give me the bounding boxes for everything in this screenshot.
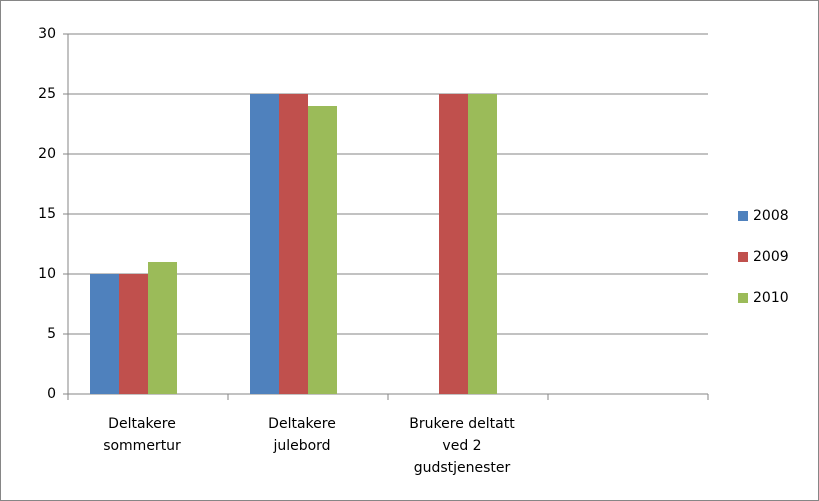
legend-label: 2009 [753,249,789,265]
y-tick-label: 10 [38,266,56,282]
y-tick-label: 5 [47,326,56,342]
bar [148,262,177,394]
bar [279,94,308,394]
x-tick-label: Brukere deltatt ved 2 gudstjenester [409,416,515,476]
bar [119,274,148,394]
x-tick-label: Deltakere julebord [268,416,336,454]
legend-label: 2008 [753,208,789,224]
y-tick-label: 15 [38,206,56,222]
bar [308,106,337,394]
y-tick-label: 20 [38,146,56,162]
bar [250,94,279,394]
legend-swatch [738,293,748,303]
bar [439,94,468,394]
y-tick-label: 30 [38,26,56,42]
legend-swatch [738,211,748,221]
legend-label: 2010 [753,290,789,306]
y-tick-label: 25 [38,86,56,102]
x-tick-label: Deltakere sommertur [103,416,181,454]
bar [90,274,119,394]
legend-swatch [738,252,748,262]
bar [468,94,497,394]
y-tick-label: 0 [47,386,56,402]
